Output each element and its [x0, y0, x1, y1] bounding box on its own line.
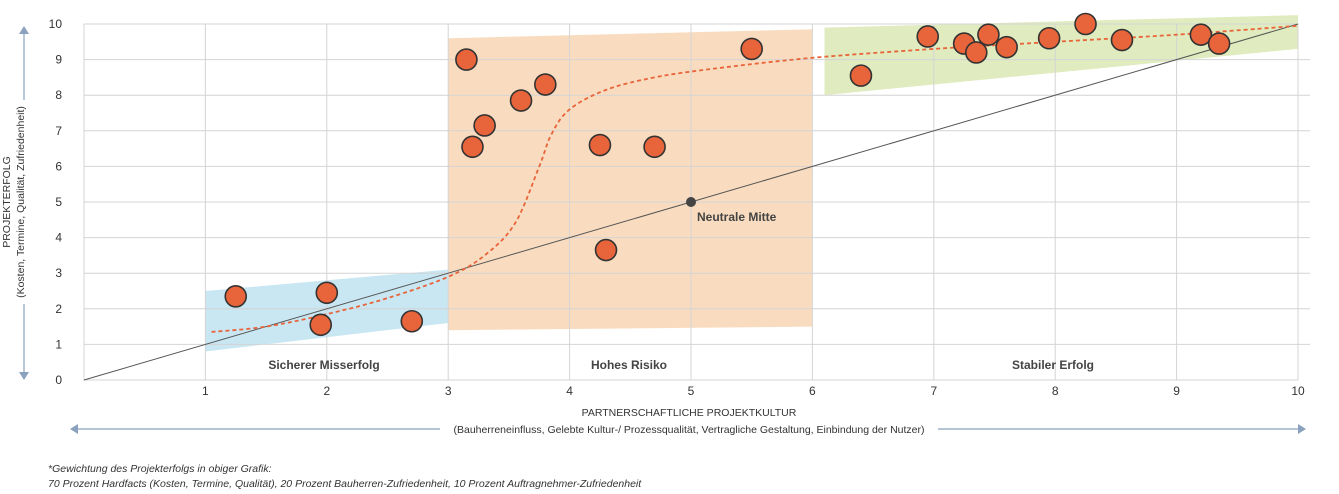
x-tick-label: 6: [809, 384, 816, 398]
data-point: [916, 25, 940, 48]
x-tick-label: 10: [1291, 384, 1305, 398]
axis-layer: 0 1 2 3 4 5 6 7 8 9 10 1 2 3 4 5 6 7 8 9 10: [19, 17, 1306, 434]
data-point: [400, 309, 424, 333]
y-tick-label: 9: [55, 53, 62, 67]
labels-layer: Sicherer Misserfolg Hohes Risiko Stabile…: [1, 106, 1094, 436]
data-point: [461, 135, 484, 159]
data-point: [588, 133, 612, 157]
data-point: [1110, 28, 1134, 52]
data-point: [309, 313, 333, 337]
data-point: [964, 41, 988, 64]
data-point: [1207, 32, 1231, 55]
zone-stabiler-erfolg: [824, 15, 1298, 96]
x-axis-title: PARTNERSCHAFTLICHE PROJEKTKULTUR: [582, 407, 797, 419]
y-tick-label: 10: [49, 17, 63, 31]
data-point: [473, 114, 496, 137]
y-axis-title: PROJEKTERFOLG: [1, 156, 13, 248]
y-tick-label: 5: [55, 195, 62, 209]
arrow-left-icon: [70, 424, 78, 434]
trend-line: [211, 24, 1299, 333]
x-tick-label: 9: [1173, 384, 1180, 398]
data-point: [849, 64, 873, 87]
data-point: [455, 48, 478, 71]
data-point: [977, 23, 1000, 46]
data-point: [995, 35, 1018, 59]
arrow-up-icon: [19, 26, 29, 34]
data-point: [224, 285, 248, 308]
zones-layer: [205, 15, 1298, 352]
arrow-right-icon: [1298, 424, 1306, 434]
y-tick-label: 1: [55, 337, 62, 351]
footnote-title: *Gewichtung des Projekterfolgs in obiger…: [48, 463, 272, 475]
y-tick-label: 6: [55, 159, 62, 173]
data-point: [534, 73, 557, 96]
points-layer: [224, 12, 1231, 337]
y-tick-label: 0: [55, 373, 62, 387]
x-tick-label: 7: [930, 384, 937, 398]
zone-hohes-risiko: [448, 29, 813, 331]
x-tick-label: 1: [202, 384, 209, 398]
data-point: [1037, 26, 1061, 50]
data-point: [1074, 12, 1097, 36]
data-point: [594, 238, 618, 262]
arrow-down-icon: [19, 372, 29, 380]
zone-label-stabiler-erfolg: Stabiler Erfolg: [1012, 358, 1094, 372]
x-tick-label: 8: [1052, 384, 1059, 398]
zone-label-hohes-risiko: Hohes Risiko: [591, 358, 667, 372]
y-tick-label: 3: [55, 266, 62, 280]
data-point: [643, 135, 666, 159]
data-point: [509, 89, 533, 112]
y-tick-label: 7: [55, 124, 62, 138]
y-tick-label: 2: [55, 302, 62, 316]
x-tick-label: 4: [566, 384, 573, 398]
neutral-point-label: Neutrale Mitte: [697, 210, 777, 224]
y-tick-label: 4: [55, 231, 62, 245]
neutral-point-marker: [686, 197, 696, 207]
footnote-text: 70 Prozent Hardfacts (Kosten, Termine, Q…: [48, 478, 642, 490]
x-tick-label: 2: [323, 384, 330, 398]
data-point: [740, 37, 764, 61]
y-tick-label: 8: [55, 88, 62, 102]
y-axis-subtitle: (Kosten, Termine, Qualität, Zufriedenhei…: [15, 106, 27, 298]
x-axis-subtitle: (Bauherreneinfluss, Gelebte Kultur-/ Pro…: [453, 424, 924, 436]
x-tick-label: 3: [445, 384, 452, 398]
data-point: [315, 281, 339, 305]
data-point: [1189, 23, 1213, 46]
x-tick-label: 5: [688, 384, 695, 398]
zone-label-sicherer-misserfolg: Sicherer Misserfolg: [268, 358, 379, 372]
